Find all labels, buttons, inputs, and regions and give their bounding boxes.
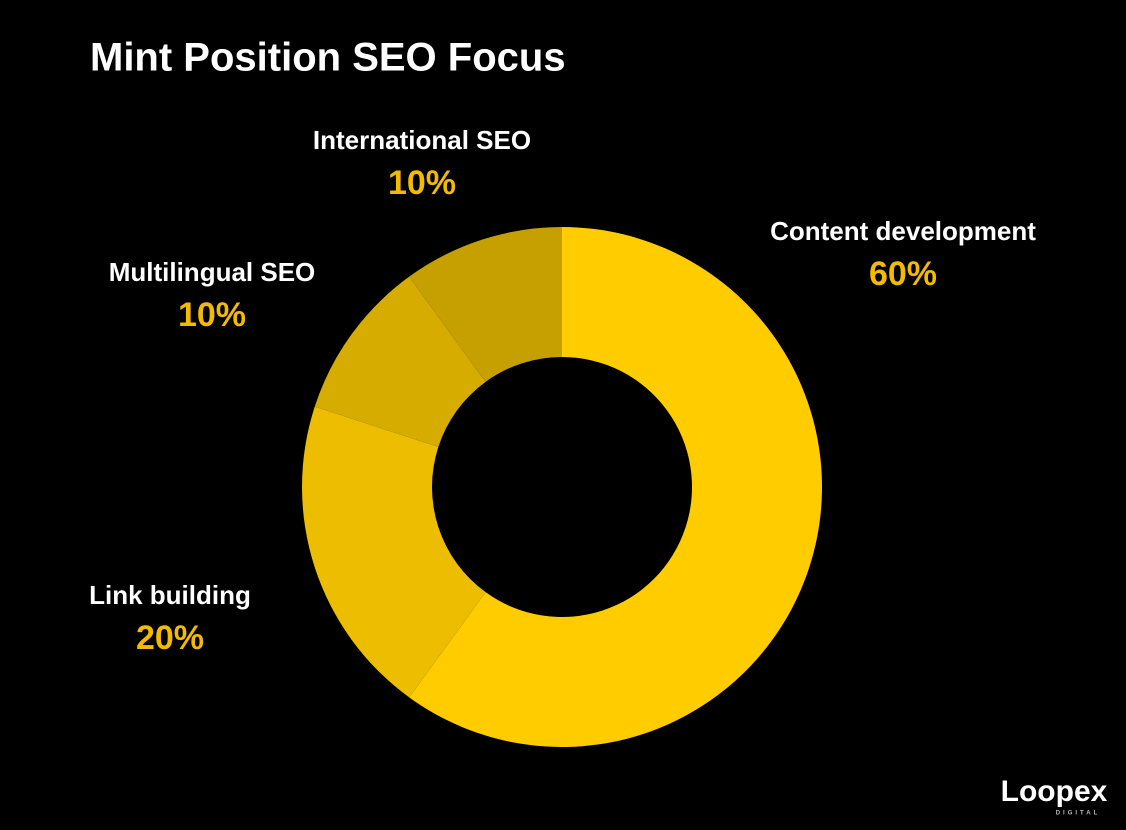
donut-slice: [314, 276, 486, 447]
slice-label: Content development: [770, 216, 1036, 246]
logo-subtitle: DIGITAL: [1056, 811, 1101, 817]
chart-title: Mint Position SEO Focus: [90, 36, 566, 80]
slice-value-label: 60%: [869, 255, 937, 293]
slice-label: Multilingual SEO: [109, 257, 316, 287]
logo: Loopex: [1001, 775, 1108, 808]
slice-value-label: 10%: [178, 296, 246, 334]
slice-value-label: 20%: [136, 619, 204, 657]
donut-slice: [409, 227, 562, 382]
slice-label: International SEO: [313, 125, 531, 155]
slice-value-label: 10%: [388, 164, 456, 202]
donut-slice: [409, 227, 822, 747]
donut-slice: [301, 406, 486, 698]
slice-label: Link building: [89, 580, 251, 610]
